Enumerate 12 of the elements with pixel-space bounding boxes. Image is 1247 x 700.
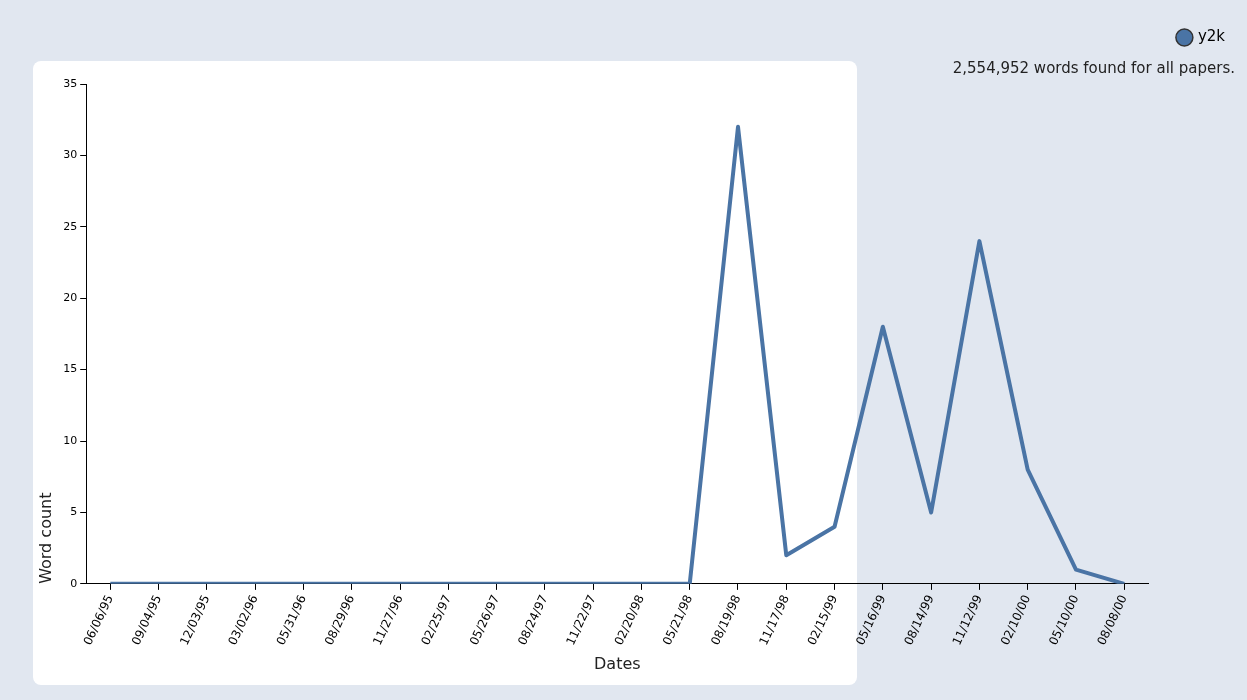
- y-tick-label: 10: [63, 433, 78, 447]
- text: 2,554,952 words found for all papers.: [952, 58, 1235, 77]
- legend-label: y2k: [1197, 27, 1226, 46]
- y-tick-label: 30: [63, 148, 78, 162]
- y-tick-label: 35: [63, 76, 78, 90]
- y-tick-label: 25: [63, 219, 78, 233]
- y-tick-label: 0: [70, 576, 78, 590]
- x-axis-title: Dates: [594, 653, 641, 673]
- y-tick-label: 15: [63, 362, 78, 376]
- y-tick-label: 20: [63, 291, 78, 305]
- y-axis-title: Word count: [35, 492, 55, 584]
- y-tick-label: 5: [70, 505, 78, 519]
